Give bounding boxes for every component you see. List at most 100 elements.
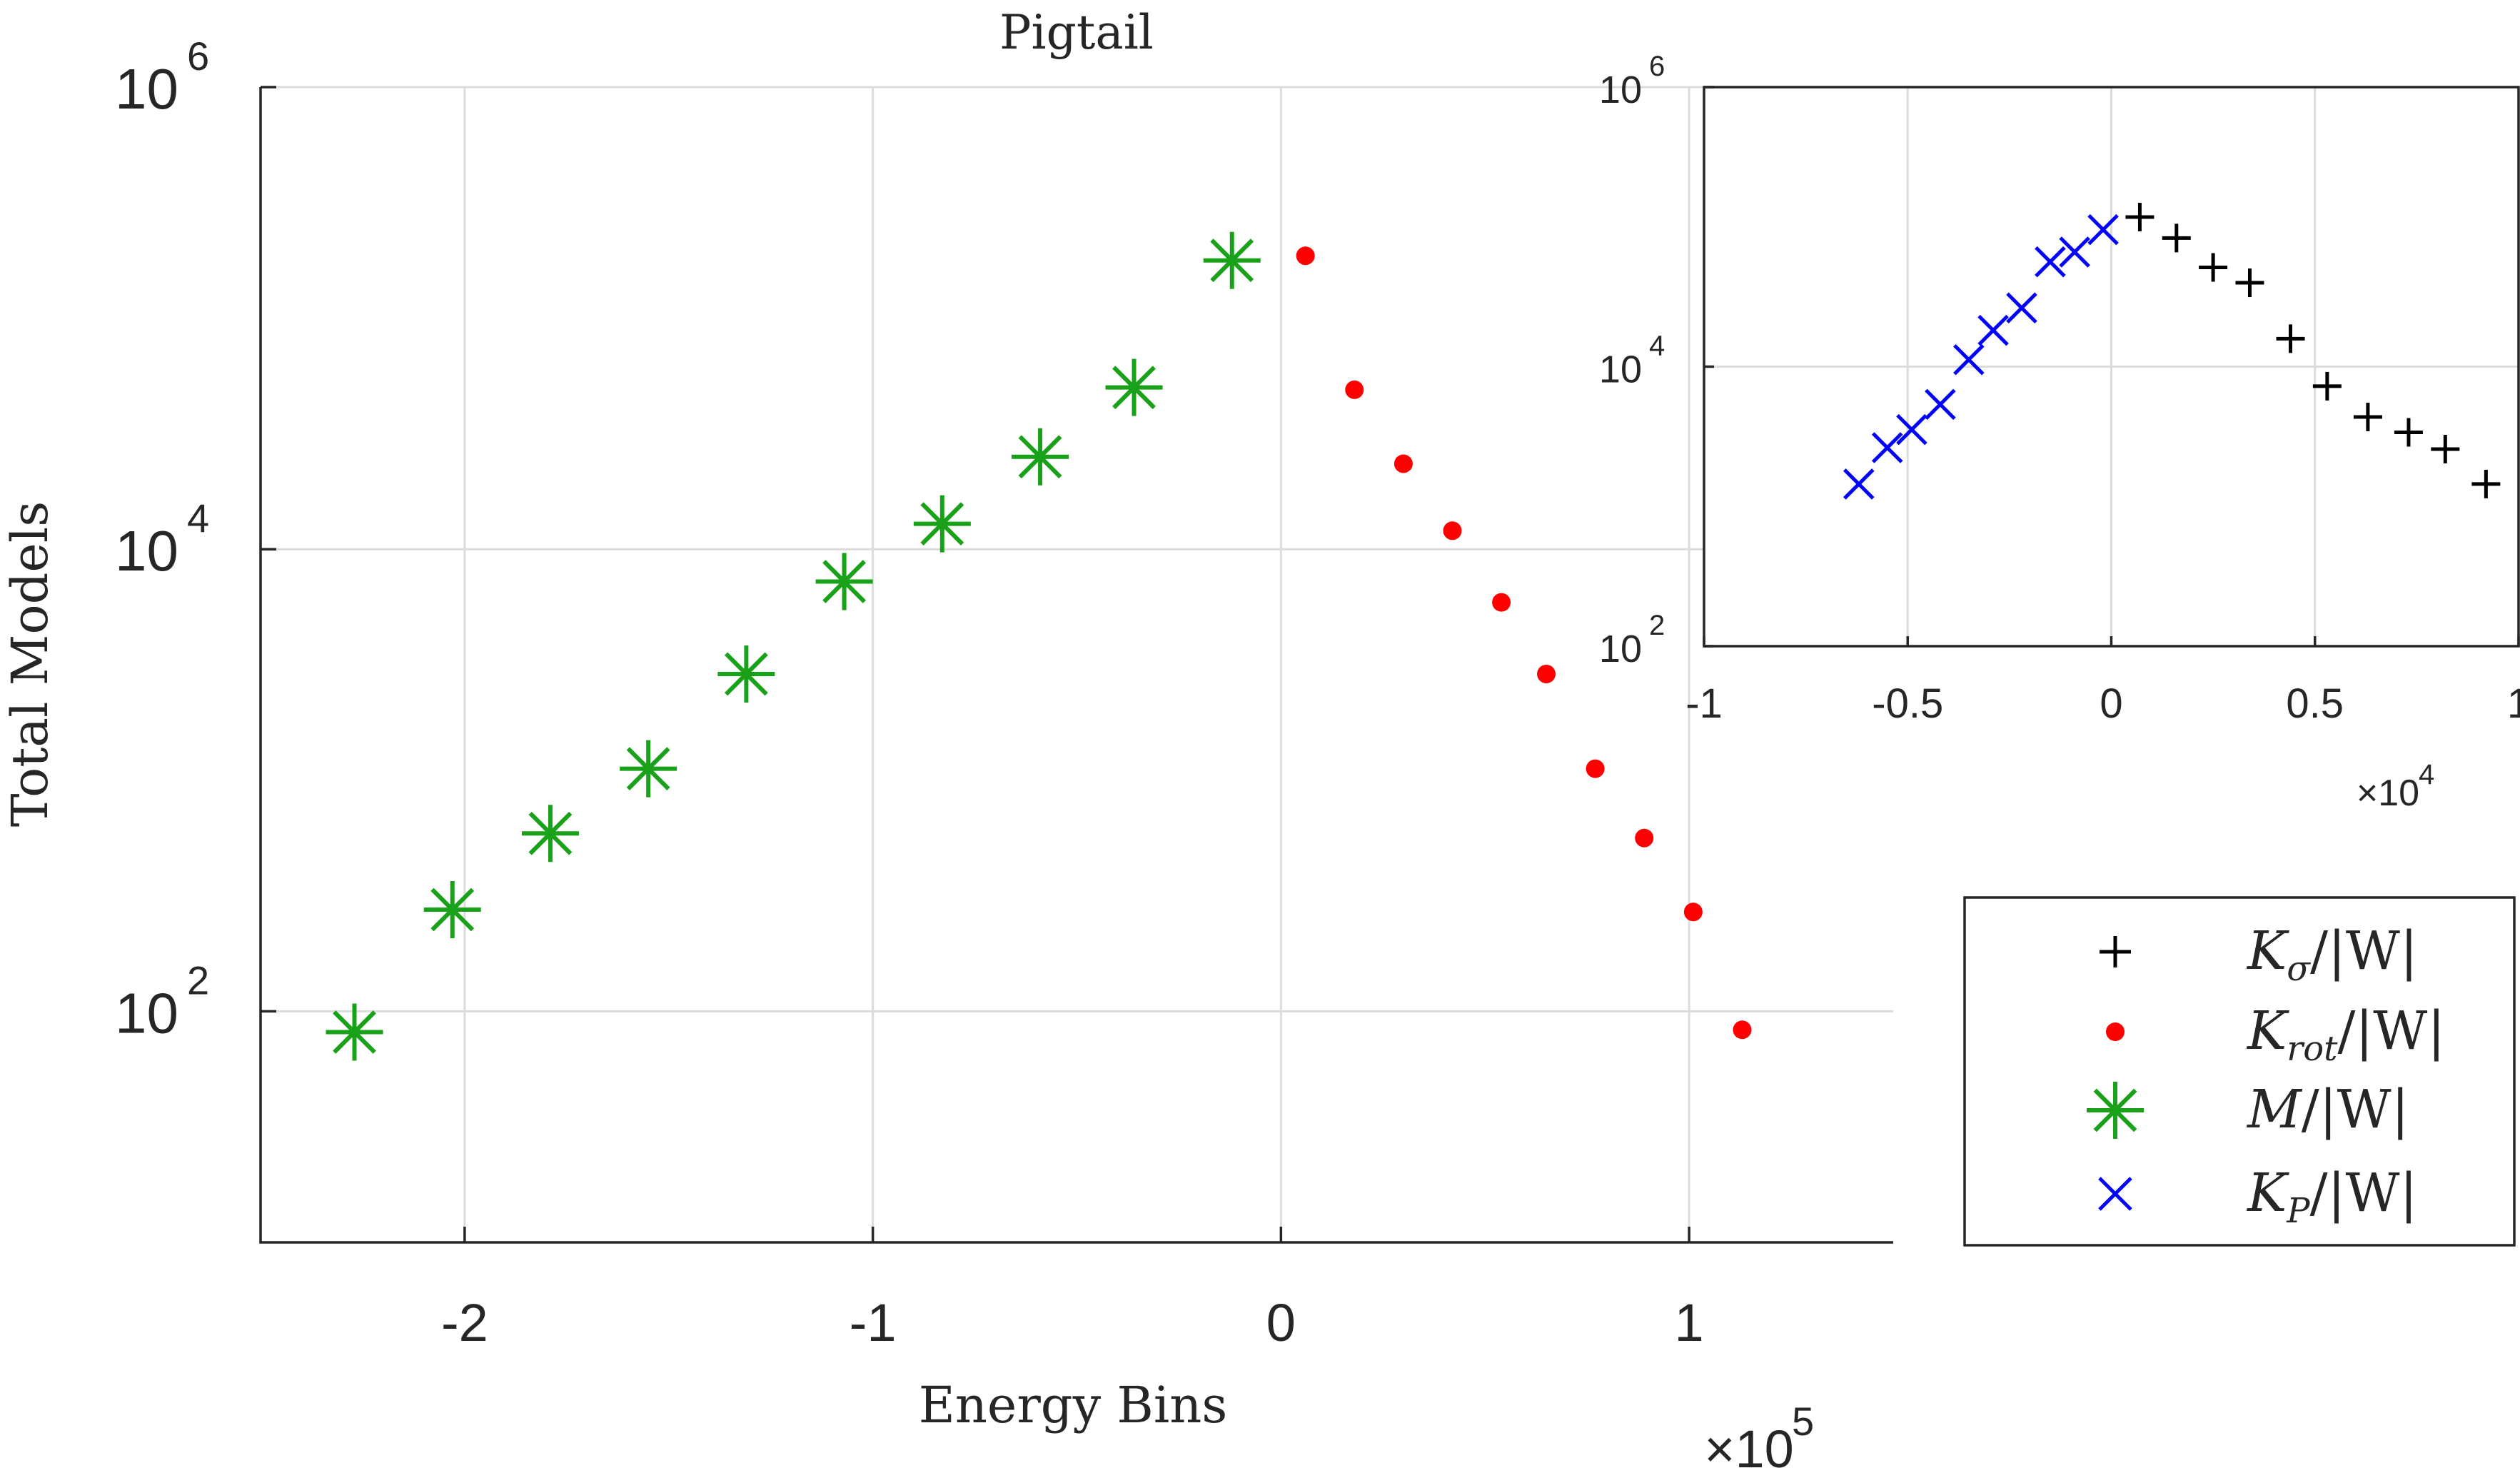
m-series-point-stroke: [1210, 238, 1254, 283]
y-tick-label-power: 4: [187, 496, 209, 541]
inset-x-tick-label: -0.5: [1872, 680, 1943, 727]
krot-series-point: [1443, 521, 1462, 541]
krot-series-point-fill: [1537, 664, 1556, 683]
m-series-point: [423, 881, 481, 939]
krot-series-point: [1345, 380, 1364, 399]
m-series-point-stroke: [1112, 366, 1156, 410]
kp-series-point-stroke: [1977, 314, 2009, 346]
m-series-point-stroke: [822, 560, 867, 603]
kp-series-point: [1871, 432, 1903, 463]
legend-marker: [2098, 1177, 2132, 1211]
ksigma-series-point: [2431, 434, 2460, 463]
m-series-point: [913, 495, 971, 553]
y-axis-label: Total Models: [1, 501, 59, 827]
ksigma-series-point: [2199, 253, 2228, 282]
m-series-point-stroke: [626, 747, 670, 791]
ksigma-series-point: [2125, 203, 2154, 232]
m-series-point: [326, 1003, 383, 1061]
krot-series-point-fill: [1492, 593, 1511, 612]
inset-x-tick-label: 0: [2100, 680, 2122, 727]
main-axes: [259, 87, 1893, 1244]
kp-series-point: [2006, 292, 2037, 324]
legend-label-subscript: P: [2286, 1191, 2310, 1231]
legend-marker-stroke: [2093, 1088, 2137, 1132]
legend-label-rest: /|W|: [2310, 920, 2418, 982]
inset-x-tick-label: -1: [1685, 680, 1723, 727]
ksigma-series-point: [2471, 469, 2501, 498]
kp-series-point-stroke: [2059, 236, 2090, 268]
m-series-point: [717, 645, 775, 703]
kp-series-point-stroke: [1843, 468, 1875, 500]
inset-y-tick-label-base: 10: [1599, 69, 1642, 111]
m-series-point: [620, 740, 677, 798]
m-series-point: [521, 805, 579, 863]
legend-label: Krot/|W|: [2246, 1000, 2445, 1069]
kp-series-point-stroke: [1925, 388, 1956, 421]
kp-series-point: [1953, 343, 1985, 376]
y-tick-label-base: 10: [115, 981, 178, 1045]
inset-y-tick-label-base: 10: [1599, 628, 1642, 670]
x-tick-label: -1: [850, 1293, 897, 1352]
krot-series-point: [1537, 664, 1556, 683]
legend-label: M/|W|: [2246, 1079, 2409, 1140]
legend-label-rest: /|W|: [2337, 1000, 2445, 1062]
m-series-point: [1105, 358, 1163, 416]
ksigma-series-point: [2162, 223, 2191, 253]
kp-series-point: [2087, 213, 2119, 246]
kp-series-point: [1843, 468, 1875, 500]
kp-series-point: [2059, 236, 2090, 268]
x-exponent-power: 5: [1792, 1399, 1814, 1444]
kp-series-point-stroke: [1896, 413, 1927, 446]
legend-label-symbol: K: [2246, 920, 2289, 982]
legend-label-subscript: rot: [2287, 1029, 2338, 1069]
m-series-point-stroke: [430, 888, 475, 932]
ksigma-series-point: [2276, 324, 2305, 353]
chart-title: Pigtail: [999, 5, 1154, 60]
inset-x-tick-label: 0.5: [2286, 680, 2344, 727]
krot-series-point-fill: [1683, 903, 1703, 922]
krot-series-point-fill: [1443, 521, 1462, 541]
y-tick-label-base: 10: [115, 519, 178, 583]
legend-marker: [2100, 936, 2131, 967]
ksigma-series-point: [2312, 371, 2342, 401]
krot-series-point: [1733, 1020, 1752, 1040]
legend-label: KP/|W|: [2246, 1162, 2417, 1231]
y-tick-label-base: 10: [115, 57, 178, 121]
m-series-point: [1203, 231, 1261, 289]
legend-label-rest: /|W|: [2310, 1162, 2418, 1224]
legend-label-subscript: σ: [2287, 949, 2311, 989]
m-series-point-stroke: [920, 502, 964, 546]
ksigma-series-point: [2235, 268, 2264, 298]
m-series-point: [1012, 428, 1069, 486]
x-axis-label: Energy Bins: [919, 1376, 1228, 1434]
inset-y-tick-label-power: 6: [1649, 51, 1665, 82]
legend-marker: [2087, 1082, 2144, 1139]
krot-series-point: [1586, 759, 1605, 778]
kp-series-point: [1977, 314, 2009, 346]
x-exponent-base: ×10: [1704, 1419, 1794, 1478]
legend-label-symbol: K: [2246, 1162, 2289, 1224]
inset-x-tick-label: 1: [2507, 680, 2520, 727]
kp-series-point-stroke: [2006, 292, 2037, 324]
inset-x-exponent-base: ×10: [2357, 773, 2419, 814]
legend-marker-fill: [2106, 1022, 2125, 1041]
krot-series-point-fill: [1586, 759, 1605, 778]
m-series-point-stroke: [528, 811, 573, 855]
inset-y-tick-label-power: 4: [1649, 331, 1665, 362]
kp-series-point: [1925, 388, 1956, 421]
legend-box: [1963, 896, 2516, 1247]
legend-marker-stroke: [2098, 1177, 2132, 1211]
kp-series-point: [1896, 413, 1927, 446]
legend-label-symbol: M: [2246, 1079, 2303, 1140]
x-tick-label: -2: [441, 1293, 488, 1352]
kp-series-point-stroke: [2087, 213, 2119, 246]
krot-series-point: [1393, 454, 1413, 473]
kp-series-point-stroke: [1953, 343, 1985, 376]
m-series-point: [815, 553, 873, 610]
inset-x-exponent-power: 4: [2419, 759, 2434, 790]
ksigma-series-point: [2353, 402, 2382, 431]
legend-marker: [2106, 1022, 2125, 1041]
krot-series-point-fill: [1296, 246, 1315, 266]
